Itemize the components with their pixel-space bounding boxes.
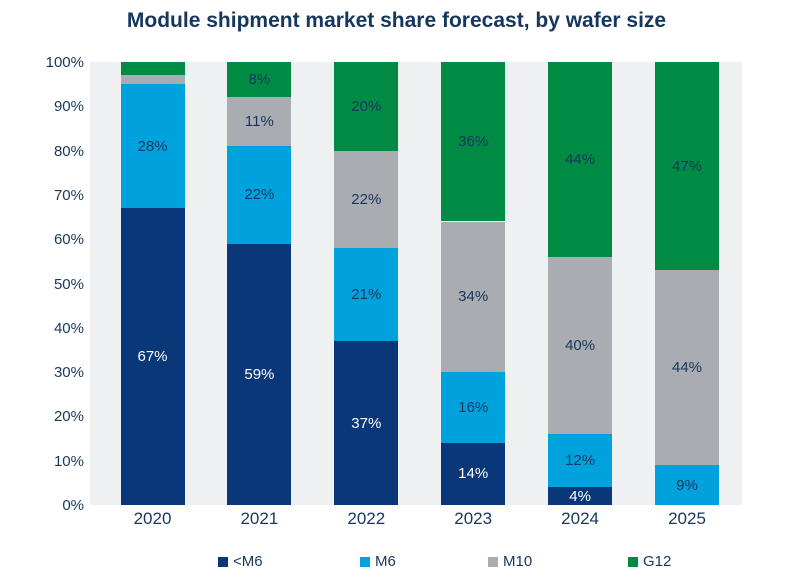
bar-value-label: 16%: [458, 399, 489, 417]
bar-segment-lt-m6-2024: 4%: [548, 487, 613, 505]
bar-value-label: 9%: [676, 476, 698, 494]
bar-segment-g12-2024: 44%: [548, 62, 613, 257]
legend-item-m6: M6: [360, 553, 396, 570]
bar-segment-m10-2021: 11%: [227, 97, 292, 147]
legend-label: <M6: [233, 553, 263, 570]
bar-segment-m6-2023: 16%: [441, 372, 506, 443]
bar-value-label: 28%: [137, 137, 168, 155]
bar-segment-m6-2020: 28%: [120, 84, 185, 209]
bar-segment-lt-m6-2022: 37%: [334, 341, 399, 505]
legend-item-m10: M10: [488, 553, 532, 570]
x-tick-2022: 2022: [347, 509, 386, 528]
x-tick-2021: 2021: [240, 509, 279, 528]
bar-value-label: 37%: [351, 414, 382, 432]
bar-value-label: 21%: [351, 286, 382, 304]
legend-label: M10: [503, 553, 533, 570]
y-tick-100pct: 100%: [45, 54, 84, 71]
legend-label: M6: [375, 553, 396, 570]
bar-segment-g12-2023: 36%: [441, 62, 506, 222]
x-tick-2025: 2025: [668, 509, 706, 528]
y-tick-20pct: 20%: [53, 408, 84, 426]
bar-segment-m10-2023: 34%: [441, 221, 506, 373]
legend-swatch-icon: [360, 556, 370, 567]
bar-segment-g12-2021: 8%: [227, 62, 292, 98]
bar-value-label: 20%: [351, 97, 382, 115]
x-tick-2020: 2020: [133, 509, 172, 528]
bar-value-label: 34%: [458, 288, 489, 306]
y-tick-60pct: 60%: [53, 231, 84, 249]
y-tick-80pct: 80%: [53, 142, 84, 160]
y-tick-40pct: 40%: [53, 319, 84, 337]
bar-segment-lt-m6-2020: 67%: [120, 208, 185, 505]
y-tick-90pct: 90%: [53, 98, 84, 116]
bar-value-label: 8%: [248, 71, 271, 89]
y-tick-0pct: 0%: [62, 497, 84, 514]
bar-segment-lt-m6-2023: 14%: [441, 442, 506, 505]
bar-value-label: 36%: [458, 133, 489, 151]
bar-value-label: 11%: [244, 113, 274, 131]
legend-swatch-icon: [218, 556, 228, 567]
bar-segment-m10-2022: 22%: [334, 150, 399, 249]
y-tick-30pct: 30%: [53, 364, 84, 382]
bar-segment-m10-2024: 40%: [548, 256, 613, 435]
bar-value-label: 40%: [565, 337, 596, 355]
plot-area: 67% 28% 59% 22% 11% 8% 37% 21% 22% 20% 14% 16% 34% 36…: [90, 62, 742, 505]
x-tick-2024: 2024: [561, 509, 599, 528]
y-tick-50pct: 50%: [53, 275, 84, 293]
bar-segment-m6-2021: 22%: [227, 146, 292, 244]
legend-swatch-icon: [628, 556, 638, 567]
bar-segment-m6-2024: 12%: [548, 434, 613, 488]
bar-segment-lt-m6-2021: 59%: [227, 243, 292, 505]
bar-segment-m6-2025: 9%: [655, 465, 719, 505]
bar-value-label: 59%: [244, 365, 275, 383]
legend-item-g12: G12: [628, 553, 671, 570]
legend-swatch-icon: [488, 556, 498, 567]
bar-value-label: 67%: [137, 348, 168, 366]
x-tick-2023: 2023: [454, 509, 493, 528]
bar-segment-g12-2022: 20%: [334, 62, 399, 151]
y-tick-70pct: 70%: [53, 186, 84, 204]
bar-segment-g12-2025: 47%: [655, 62, 719, 271]
bar-value-label: 22%: [351, 190, 382, 208]
bar-segment-m10-2025: 44%: [655, 270, 719, 466]
bar-segment-m10-2020: [120, 75, 185, 85]
bar-segment-g12-2020: [120, 62, 185, 76]
chart-title: Module shipment market share forecast, b…: [126, 9, 667, 32]
bar-value-label: 47%: [671, 157, 703, 175]
bar-value-label: 12%: [565, 452, 596, 470]
bar-value-label: 44%: [671, 359, 703, 377]
legend-label: G12: [643, 553, 672, 570]
legend-item-lt-m6: <M6: [218, 553, 263, 570]
bar-value-label: 22%: [244, 186, 275, 204]
bar-segment-m6-2022: 21%: [334, 248, 399, 342]
bar-value-label: 14%: [458, 465, 489, 483]
y-tick-10pct: 10%: [53, 452, 84, 470]
bar-value-label: 4%: [569, 487, 591, 505]
bar-value-label: 44%: [565, 150, 596, 168]
